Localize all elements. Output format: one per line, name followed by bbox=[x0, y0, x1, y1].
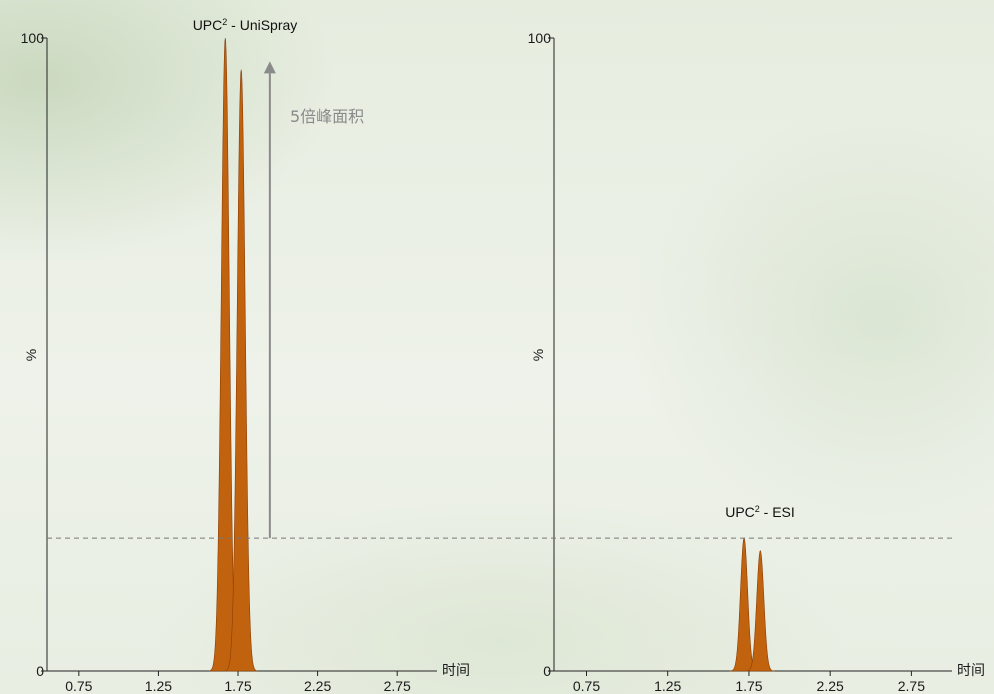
panel-unispray: UPC2 - UniSpray % 时间 5倍峰面积 0 100 0.75 1.25 1… bbox=[21, 17, 470, 694]
x-tick-label: 1.25 bbox=[145, 678, 172, 694]
y-axis-label: % bbox=[23, 349, 39, 361]
x-tick-label: 2.75 bbox=[898, 678, 925, 694]
panel-esi: UPC2 - ESI % 时间 0 100 0.75 1.25 1.75 2.25 2.75 bbox=[528, 30, 985, 694]
chromatogram-peak bbox=[745, 550, 775, 672]
x-axis-label: 时间 bbox=[957, 663, 985, 679]
x-tick-label: 0.75 bbox=[573, 678, 600, 694]
y-axis-label: % bbox=[530, 349, 546, 361]
x-axis-label: 时间 bbox=[442, 663, 470, 679]
y-tick-label: 0 bbox=[36, 663, 44, 679]
panel-title-esi: UPC2 - ESI bbox=[725, 504, 795, 520]
y-tick-label: 100 bbox=[21, 30, 45, 46]
panel-title-unispray: UPC2 - UniSpray bbox=[193, 17, 298, 33]
x-tick-label: 1.25 bbox=[654, 678, 681, 694]
x-tick-label: 1.75 bbox=[735, 678, 762, 694]
x-tick-label: 2.75 bbox=[384, 678, 411, 694]
chromatogram-peak bbox=[224, 69, 258, 672]
x-tick-label: 2.25 bbox=[817, 678, 844, 694]
x-tick-label: 1.75 bbox=[224, 678, 251, 694]
y-tick-label: 0 bbox=[543, 663, 551, 679]
annotation-text: 5倍峰面积 bbox=[290, 107, 364, 126]
x-tick-label: 0.75 bbox=[65, 678, 92, 694]
annotation-arrow-head bbox=[263, 61, 276, 74]
y-tick-label: 100 bbox=[528, 30, 552, 46]
x-tick-label: 2.25 bbox=[304, 678, 331, 694]
